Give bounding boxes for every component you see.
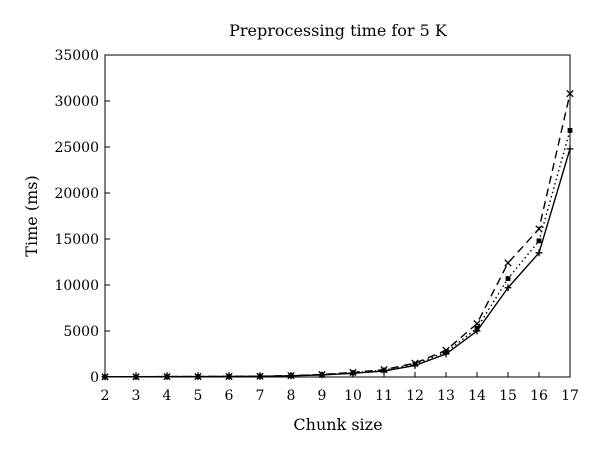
y-axis-title: Time (ms) <box>22 175 41 256</box>
x-tick-label: 13 <box>437 388 455 404</box>
marker-plus <box>318 371 326 379</box>
marker-plus <box>163 373 171 381</box>
marker-square <box>567 128 573 133</box>
data-point <box>411 362 419 369</box>
marker-square <box>536 238 542 244</box>
marker-plus <box>380 367 388 375</box>
x-tick-label: 17 <box>561 388 579 404</box>
data-point <box>536 238 542 244</box>
y-tick-label: 20000 <box>54 186 99 202</box>
data-point <box>225 373 233 380</box>
marker-x <box>473 319 481 328</box>
marker-plus <box>101 373 109 381</box>
series-1 <box>101 89 574 381</box>
x-tick-label: 5 <box>194 388 203 404</box>
data-point <box>380 367 388 375</box>
data-point <box>349 369 357 377</box>
y-tick-label: 0 <box>90 370 99 386</box>
x-tick-label: 16 <box>530 388 548 404</box>
x-tick-label: 3 <box>132 388 141 404</box>
x-tick-label: 9 <box>318 388 327 404</box>
y-tick-label: 15000 <box>54 232 99 248</box>
x-tick-label: 10 <box>344 388 362 404</box>
series-2 <box>102 128 573 380</box>
data-point <box>194 373 202 380</box>
marker-plus <box>194 373 202 380</box>
x-tick-label: 7 <box>256 388 265 404</box>
x-tick-label: 15 <box>499 388 517 404</box>
series-3-line <box>104 148 571 378</box>
data-point <box>442 350 450 358</box>
data-point <box>566 89 574 98</box>
chart-title: Preprocessing time for 5 K <box>229 21 448 40</box>
marker-plus <box>535 249 543 257</box>
marker-square <box>505 276 511 281</box>
data-point <box>504 284 512 292</box>
x-tick-label: 12 <box>406 388 424 404</box>
y-tick-label: 35000 <box>54 48 99 64</box>
data-point <box>535 249 543 257</box>
data-point <box>566 145 574 153</box>
x-tick-label: 11 <box>375 388 393 404</box>
marker-plus <box>132 373 140 381</box>
plot-area <box>104 54 571 378</box>
data-point <box>132 373 140 381</box>
x-tick-label: 8 <box>287 388 296 404</box>
marker-plus <box>349 369 357 377</box>
x-tick-label: 14 <box>468 388 486 404</box>
marker-plus <box>442 350 450 358</box>
data-point <box>318 371 326 379</box>
x-tick-label: 6 <box>225 388 234 404</box>
y-tick-label: 10000 <box>54 278 99 294</box>
y-axis: 0 5000 10000 15000 20000 25000 30000 35000 <box>54 48 110 386</box>
y-tick-label: 25000 <box>54 140 99 156</box>
series-3 <box>101 145 574 381</box>
data-point <box>473 327 481 335</box>
marker-x <box>504 259 512 267</box>
x-tick-label: 4 <box>163 388 172 404</box>
marker-plus <box>566 145 574 153</box>
marker-plus <box>225 373 233 380</box>
marker-plus <box>504 284 512 292</box>
series-1-line <box>104 93 571 378</box>
marker-plus <box>287 372 295 380</box>
data-point <box>256 372 264 380</box>
data-point <box>567 128 573 133</box>
data-point <box>505 276 511 281</box>
marker-plus <box>411 362 419 369</box>
data-point <box>101 373 109 381</box>
data-point <box>287 372 295 380</box>
series-2-line <box>104 130 571 378</box>
marker-plus <box>256 372 264 380</box>
data-point <box>504 259 512 267</box>
series-layer <box>101 89 574 381</box>
marker-plus <box>473 327 481 335</box>
x-axis-title: Chunk size <box>293 415 382 434</box>
y-tick-label: 30000 <box>54 94 99 110</box>
data-point <box>163 373 171 381</box>
data-point <box>473 319 481 328</box>
x-tick-label: 2 <box>101 388 110 404</box>
marker-x <box>566 89 574 98</box>
y-tick-label: 5000 <box>63 324 99 340</box>
